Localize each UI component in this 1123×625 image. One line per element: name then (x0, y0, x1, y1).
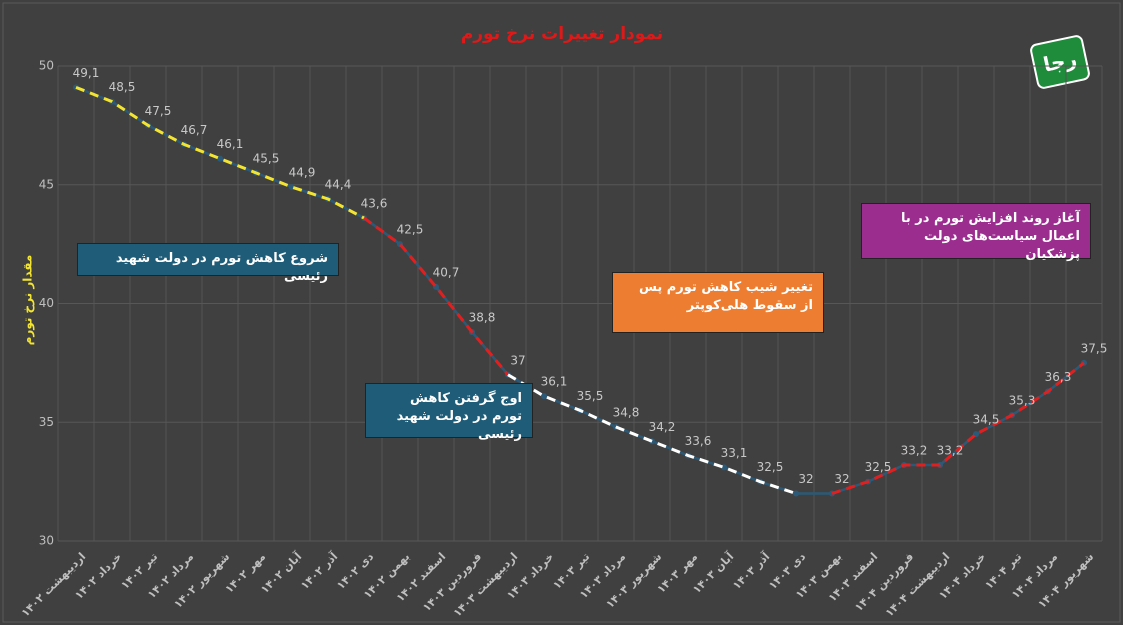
data-label: 40,7 (433, 265, 460, 279)
y-tick-label: 50 (39, 59, 54, 73)
data-label: 32,5 (865, 460, 892, 474)
data-label: 33,2 (901, 444, 928, 458)
data-label: 45,5 (253, 151, 280, 165)
data-label: 34,8 (613, 406, 640, 420)
data-label: 47,5 (145, 104, 172, 118)
trend-line (507, 373, 797, 495)
y-tick-label: 30 (39, 534, 54, 548)
data-label: 46,1 (217, 137, 244, 151)
data-label: 48,5 (109, 80, 136, 94)
annotation-box: اوج گرفتن کاهش تورم در دولت شهید رئیسی (365, 383, 533, 442)
data-label: 49,1 (73, 66, 100, 80)
data-label: 34,5 (973, 413, 1000, 427)
data-label: 36,3 (1045, 370, 1072, 384)
trend-line (831, 361, 1085, 495)
y-tick-label: 40 (39, 296, 54, 310)
annotation-box: تغییر شیب کاهش تورم پس از سقوط هلی‌کوپتر (612, 272, 824, 333)
data-label: 33,2 (937, 444, 964, 458)
data-label: 38,8 (469, 311, 496, 325)
data-point (793, 490, 799, 497)
data-label: 36,1 (541, 375, 568, 389)
y-tick-label: 45 (39, 177, 54, 191)
data-label: 37 (510, 353, 525, 367)
annotation-box: شروع کاهش تورم در دولت شهید رئیسی (77, 243, 339, 284)
data-label: 32,5 (757, 460, 784, 474)
logo-badge (1030, 35, 1090, 89)
data-point (541, 393, 547, 400)
y-axis-label: مقدار نرخ تورم (21, 255, 36, 346)
data-label: 37,5 (1081, 341, 1108, 355)
annotation-box: آغاز روند افزایش تورم در با اعمال سیاست‌… (861, 203, 1091, 262)
data-label: 35,3 (1009, 394, 1036, 408)
data-label: 35,5 (577, 389, 604, 403)
data-label: 42,5 (397, 223, 424, 237)
trend-line (75, 85, 365, 220)
data-label: 43,6 (361, 197, 388, 211)
data-label: 32 (834, 472, 849, 486)
data-label: 44,9 (289, 166, 316, 180)
logo: رجا (1030, 35, 1090, 89)
data-point (217, 155, 223, 162)
data-label: 44,4 (325, 178, 352, 192)
chart-title: نمودار تغییرات نرخ تورم (461, 24, 663, 44)
data-label: 34,2 (649, 420, 676, 434)
data-label: 32 (798, 472, 813, 486)
data-label: 33,1 (721, 446, 748, 460)
data-label: 33,6 (685, 434, 712, 448)
data-label: 46,7 (181, 123, 208, 137)
y-tick-label: 35 (39, 415, 54, 429)
